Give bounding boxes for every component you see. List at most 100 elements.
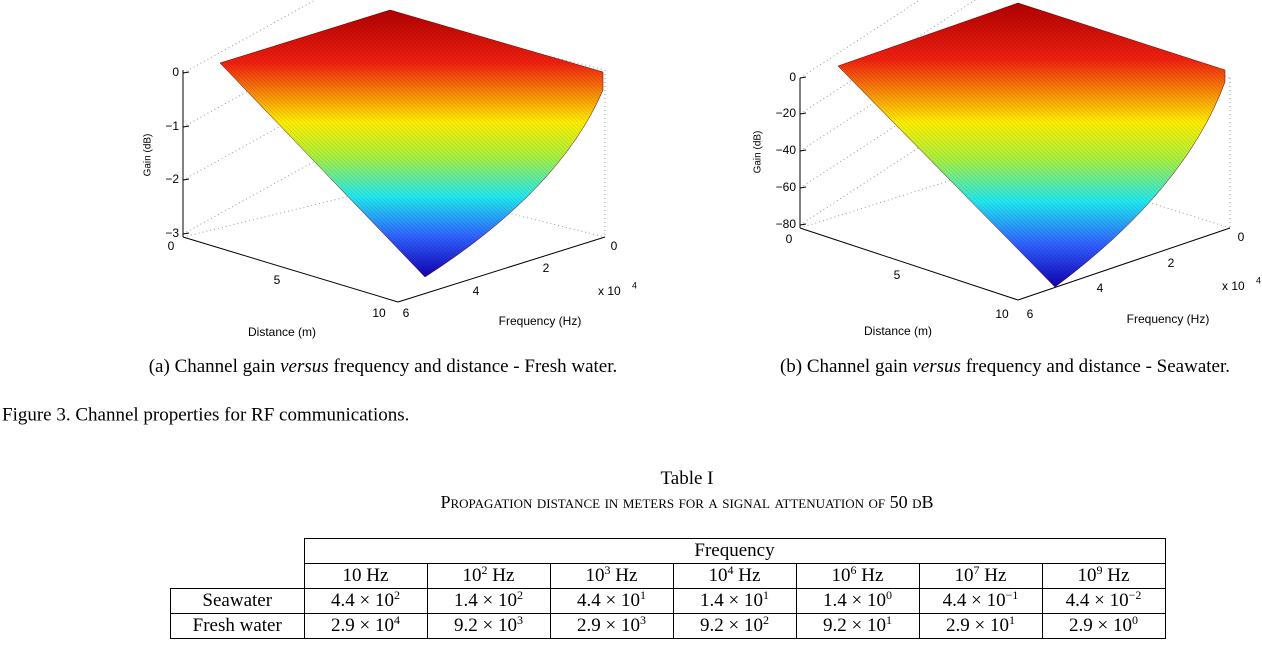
cell-exponent: 1 bbox=[639, 588, 646, 602]
grid-line bbox=[799, 0, 921, 79]
cell-unit: Hz bbox=[733, 565, 761, 586]
table-title: Table I bbox=[660, 468, 714, 489]
distance-tick-label: 0 bbox=[168, 239, 175, 253]
grid-line bbox=[182, 184, 396, 238]
table-cell: 9.2 × 101 bbox=[795, 613, 920, 639]
cell-exponent: 2 bbox=[393, 588, 400, 602]
table-cell: 2.9 × 103 bbox=[549, 613, 674, 639]
cell-base: 10 bbox=[1077, 565, 1097, 586]
cell-exponent: 6 bbox=[850, 563, 857, 577]
distance-axis-label: Distance (m) bbox=[248, 325, 316, 339]
z-tick bbox=[799, 112, 807, 115]
table-cell: 9.2 × 102 bbox=[672, 613, 797, 639]
frequency-axis-label: Frequency (Hz) bbox=[499, 314, 582, 328]
surface-mesh bbox=[838, 3, 1225, 287]
distance-tick-label: 0 bbox=[786, 232, 793, 246]
table-cell: 4.4 × 10−2 bbox=[1041, 588, 1166, 614]
cell-exponent: 1 bbox=[885, 613, 892, 627]
table-cell: 2.9 × 100 bbox=[1041, 613, 1166, 639]
axis-multiplier-exponent: 4 bbox=[632, 280, 637, 290]
table-cell: 2.9 × 101 bbox=[918, 613, 1043, 639]
cell-unit: Hz bbox=[610, 565, 638, 586]
frequency-tick-label: 0 bbox=[1238, 230, 1245, 244]
cell-base: 2.9 × 10 bbox=[331, 615, 394, 636]
cell-exponent: −1 bbox=[1005, 588, 1019, 602]
distance-axis bbox=[799, 227, 1019, 301]
caption-part: versus bbox=[912, 356, 961, 377]
cell-exponent: 3 bbox=[516, 613, 523, 627]
cell-exponent: 1 bbox=[762, 588, 769, 602]
distance-axis bbox=[182, 236, 399, 303]
z-tick bbox=[799, 76, 807, 79]
subfigure-caption: (b) Channel gain versus frequency and di… bbox=[780, 356, 1230, 377]
table-cell: 4.4 × 102 bbox=[303, 588, 428, 614]
table-row: 10 Hz 102 Hz 103 Hz 104 Hz 106 Hz 107 Hz 109 H… bbox=[171, 563, 1166, 589]
cell-exponent: 3 bbox=[604, 563, 611, 577]
cell-exponent: 2 bbox=[762, 613, 769, 627]
frequency-axis bbox=[1017, 227, 1231, 301]
distance-tick-label: 5 bbox=[274, 273, 281, 287]
cell-base: 1.4 × 10 bbox=[823, 590, 886, 611]
cell-base: 10 bbox=[954, 565, 974, 586]
cell-base: 2.9 × 10 bbox=[1069, 615, 1132, 636]
z-tick bbox=[182, 125, 190, 128]
table-row: Frequency bbox=[171, 538, 1166, 564]
column-header: 104 Hz bbox=[672, 563, 797, 589]
frequency-tick-label: 6 bbox=[1027, 307, 1034, 321]
grid-line bbox=[182, 116, 396, 235]
cell-text: 10 Hz bbox=[342, 565, 389, 586]
table-cell: 1.4 × 101 bbox=[672, 588, 797, 614]
column-header: 103 Hz bbox=[549, 563, 674, 589]
z-axis-label: Gain (dB) bbox=[753, 131, 764, 174]
cell-exponent: 0 bbox=[885, 588, 892, 602]
distance-tick-label: 10 bbox=[995, 307, 1009, 321]
column-header: 106 Hz bbox=[795, 563, 920, 589]
axis-multiplier-exponent: 4 bbox=[1256, 275, 1261, 285]
table-row: Fresh water 2.9 × 104 9.2 × 103 2.9 × 103 9.… bbox=[170, 613, 1166, 639]
column-header: 107 Hz bbox=[918, 563, 1043, 589]
z-tick-label: 0 bbox=[172, 65, 179, 79]
cell-base: 4.4 × 10 bbox=[1065, 590, 1129, 611]
table-cell: 9.2 × 103 bbox=[426, 613, 551, 639]
subfigure-caption: (a) Channel gain versus frequency and di… bbox=[149, 356, 618, 377]
table-cell: 2.9 × 104 bbox=[303, 613, 428, 639]
cell-base: 10 bbox=[585, 565, 605, 586]
z-tick-label: −60 bbox=[776, 180, 797, 194]
z-tick bbox=[799, 186, 807, 189]
z-tick-label: 0 bbox=[789, 70, 796, 84]
row-label: Seawater bbox=[170, 588, 305, 614]
surface-mesh bbox=[220, 10, 603, 277]
cell-base: 4.4 × 10 bbox=[942, 590, 1006, 611]
grid-line bbox=[799, 159, 1016, 229]
column-header: 102 Hz bbox=[426, 563, 551, 589]
grid-line bbox=[799, 84, 1016, 226]
frequency-axis-label: Frequency (Hz) bbox=[1127, 312, 1210, 326]
z-tick-label: −80 bbox=[776, 217, 797, 231]
cell-exponent: 4 bbox=[393, 613, 400, 627]
caption-part: (b) Channel gain bbox=[780, 356, 912, 377]
cell-base: 9.2 × 10 bbox=[700, 615, 763, 636]
cell-base: 2.9 × 10 bbox=[946, 615, 1009, 636]
axis-multiplier: x 10 bbox=[1222, 279, 1245, 293]
table-row: Seawater 4.4 × 102 1.4 × 102 4.4 × 101 1.4 ×… bbox=[170, 588, 1166, 614]
table-cell: 1.4 × 102 bbox=[426, 588, 551, 614]
z-tick bbox=[182, 178, 190, 181]
table-cell: 4.4 × 101 bbox=[549, 588, 674, 614]
table-cell: 4.4 × 10−1 bbox=[918, 588, 1043, 614]
column-header: 109 Hz bbox=[1041, 563, 1166, 589]
table-cell: 1.4 × 100 bbox=[795, 588, 920, 614]
cell-exponent: 2 bbox=[516, 588, 523, 602]
cell-exponent: 1 bbox=[1008, 613, 1015, 627]
frequency-tick-label: 2 bbox=[543, 261, 550, 275]
row-label: Fresh water bbox=[170, 613, 305, 639]
cell-base: 10 bbox=[831, 565, 851, 586]
cell-base: 4.4 × 10 bbox=[577, 590, 640, 611]
table-subtitle: Propagation distance in meters for a sig… bbox=[440, 492, 934, 512]
cell-unit: Hz bbox=[1102, 565, 1130, 586]
cell-unit: Hz bbox=[856, 565, 884, 586]
cell-base: 2.9 × 10 bbox=[577, 615, 640, 636]
z-tick bbox=[799, 149, 807, 152]
z-tick bbox=[182, 71, 190, 74]
